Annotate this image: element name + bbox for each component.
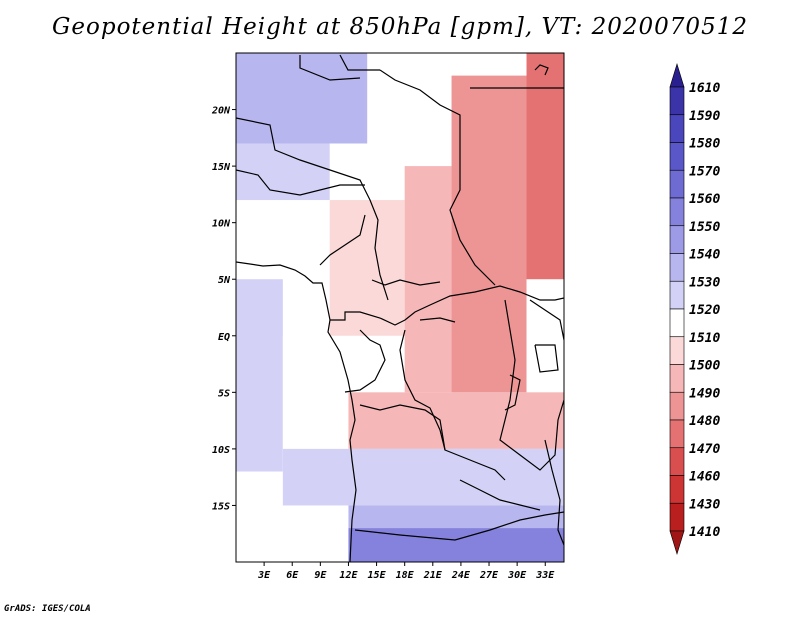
colorbar-level-label: 1570 [689,164,720,179]
lat-tick-label: 10N [212,219,231,230]
colorbar: 1610 1590 1580 1570 1560 1550 1540 1530 1520 1510… [669,62,720,556]
latitude-axis: 20N 15N 10N 5N EQ 5S 10S 15S [211,106,236,512]
lon-tick-label: 9E [314,570,327,581]
lon-tick-label: 15E [368,570,387,581]
field-region-1490 [451,75,527,393]
colorbar-box [669,364,685,393]
colorbar-level-label: 1430 [689,497,720,512]
lat-tick-label: 15N [212,162,231,173]
lon-tick-label: 24E [451,570,471,581]
lat-tick-label: 5N [218,275,231,286]
grads-credit: GrADS: IGES/COLA [4,604,91,614]
colorbar-box [669,142,685,171]
lon-tick-label: 21E [423,570,443,581]
colorbar-level-label: 1510 [689,331,720,346]
colorbar-level-label: 1480 [689,414,720,429]
colorbar-box [669,475,685,504]
colorbar-level-label: 1540 [689,248,720,263]
colorbar-box [669,197,685,227]
colorbar-level-label: 1560 [689,192,720,207]
lat-tick-label: 5S [218,388,230,399]
lat-tick-label: 10S [212,445,230,456]
lon-tick-label: 12E [339,570,358,581]
colorbar-box [669,419,685,449]
colorbar-level-label: 1410 [689,525,720,540]
field-region-1480 [526,53,564,280]
lon-tick-label: 3E [257,570,271,581]
field-region-1540 [236,53,368,144]
plot-frame [235,52,565,563]
colorbar-box [669,280,685,310]
colorbar-box [669,86,685,116]
chart-title: Geopotential Height at 850hPa [gpm], VT:… [52,14,748,40]
geopotential-field [236,53,564,562]
field-region-1500 [404,166,452,393]
colorbar-box [669,225,685,254]
colorbar-level-label: 1520 [689,303,720,318]
lon-tick-label: 30E [507,570,527,581]
colorbar-level-label: 1470 [689,442,720,457]
colorbar-level-label: 1500 [689,359,720,374]
colorbar-max-arrow [669,62,685,88]
colorbar-level-label: 1460 [689,470,720,485]
lon-tick-label: 18E [396,570,415,581]
lat-tick-label: 20N [211,106,231,117]
colorbar-box [669,169,685,199]
colorbar-min-arrow [669,530,685,556]
field-region-1510 [329,200,405,336]
field-region-1500 [348,392,564,449]
colorbar-level-label: 1580 [689,137,720,152]
colorbar-level-label: 1490 [689,386,720,401]
lon-tick-label: 33E [535,570,555,581]
lon-tick-label: 6E [286,570,299,581]
colorbar-box [669,114,685,143]
colorbar-box [669,336,685,365]
colorbar-level-label: 1530 [689,275,720,290]
longitude-axis: 3E 6E 9E 12E 15E 18E 21E 24E 27E 30E 33E [257,562,555,581]
country-borders [236,54,564,562]
field-region-1530 [236,279,283,472]
field-region-1530 [282,448,564,506]
lon-tick-label: 27E [479,570,499,581]
colorbar-box [669,391,685,421]
colorbar-box [669,502,685,532]
colorbar-box [669,308,685,338]
lat-tick-label: 15S [212,501,230,512]
field-region-1540 [348,505,564,529]
lat-tick-label: EQ [218,332,230,343]
colorbar-level-label: 1610 [689,81,720,96]
colorbar-box [669,253,685,282]
colorbar-box [669,447,685,476]
colorbar-level-label: 1590 [689,109,720,124]
colorbar-level-label: 1550 [689,220,720,235]
